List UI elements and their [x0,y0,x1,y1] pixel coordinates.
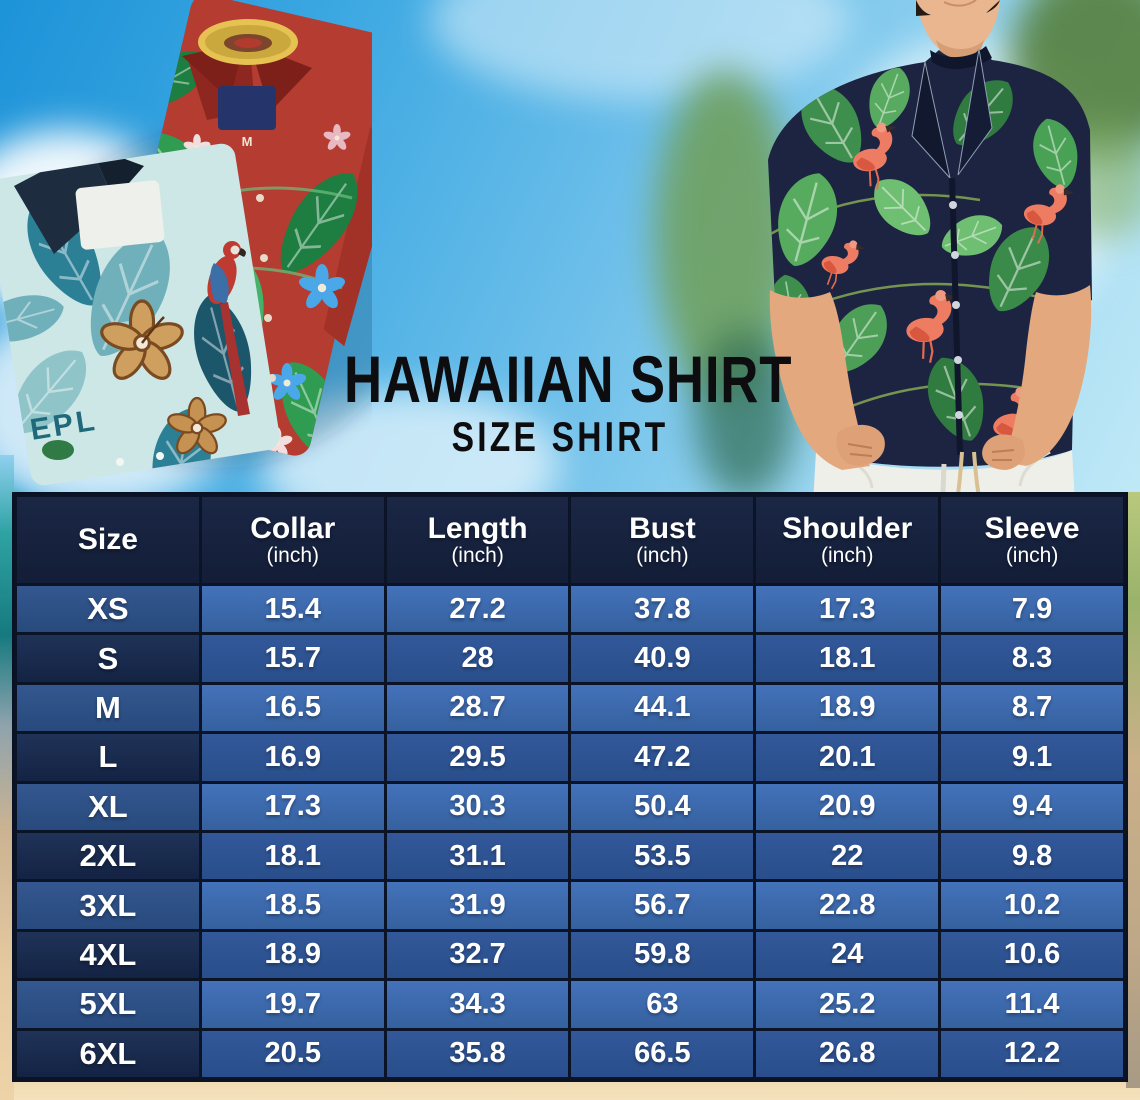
value-cell: 17.3 [201,783,384,830]
value-cell: 47.2 [571,734,754,781]
column-label: Shoulder [782,511,913,545]
beach-edge-right [1126,492,1140,1088]
column-header-length: Length (inch) [386,497,569,583]
value-cell: 19.7 [201,981,384,1028]
column-unit: (inch) [451,544,504,568]
value-cell: 27.2 [386,586,569,633]
column-label: Length [427,511,528,545]
beach-edge-left [0,455,14,1100]
column-header-collar: Collar (inch) [201,497,384,583]
value-cell: 18.1 [756,635,939,682]
value-cell: 9.1 [941,734,1123,781]
value-cell: 8.3 [941,635,1123,682]
size-cell: 5XL [17,981,199,1028]
size-cell: S [17,635,199,682]
model-arms [769,285,1092,470]
size-cell: 2XL [17,833,199,880]
value-cell: 7.9 [941,586,1123,633]
column-label: Collar [250,511,336,545]
value-cell: 11.4 [941,981,1123,1028]
value-cell: 31.1 [386,833,569,880]
value-cell: 18.9 [756,684,939,732]
value-cell: 15.7 [201,635,384,682]
folded-shirts-photo: M [0,0,372,488]
value-cell: 32.7 [386,931,569,979]
value-cell: 24 [756,931,939,979]
model-shirt [768,46,1092,467]
value-cell: 59.8 [571,931,754,979]
value-cell: 29.5 [386,734,569,781]
size-cell: L [17,734,199,781]
value-cell: 63 [571,981,754,1028]
value-cell: 16.9 [201,734,384,781]
value-cell: 44.1 [571,684,754,732]
value-cell: 10.6 [941,931,1123,979]
value-cell: 9.4 [941,783,1123,830]
column-header-shoulder: Shoulder (inch) [756,497,939,583]
value-cell: 16.5 [201,684,384,732]
size-cell: XL [17,783,199,830]
page-title: HAWAIIAN SHIRT [344,342,793,416]
value-cell: 34.3 [386,981,569,1028]
value-cell: 20.1 [756,734,939,781]
size-cell: XS [17,586,199,633]
value-cell: 18.9 [201,931,384,979]
value-cell: 10.2 [941,882,1123,929]
collar-tag [218,86,276,130]
page-subtitle: SIZE SHIRT [451,413,669,460]
hand-in-pocket [982,434,1025,470]
value-cell: 50.4 [571,783,754,830]
value-cell: 31.9 [386,882,569,929]
value-cell: 35.8 [386,1030,569,1077]
red-shirt-collar: M [182,19,312,149]
value-cell: 30.3 [386,783,569,830]
hero-title-block: HAWAIIAN SHIRT SIZE SHIRT [290,346,830,458]
column-label: Bust [629,511,696,545]
teal-hawaiian-shirt: EPL [0,143,280,488]
column-label: Size [77,523,138,557]
value-cell: 56.7 [571,882,754,929]
value-cell: 25.2 [756,981,939,1028]
column-header-bust: Bust (inch) [571,497,754,583]
value-cell: 53.5 [571,833,754,880]
macaw-print [207,241,250,416]
value-cell: 22.8 [756,882,939,929]
column-header-sleeve: Sleeve (inch) [941,497,1123,583]
column-header-size: Size [17,497,199,583]
value-cell: 18.5 [201,882,384,929]
size-cell: 3XL [17,882,199,929]
value-cell: 12.2 [941,1030,1123,1077]
size-cell: M [17,684,199,732]
value-cell: 28 [386,635,569,682]
size-cell: 6XL [17,1030,199,1077]
column-unit: (inch) [820,544,874,568]
value-cell: 37.8 [571,586,754,633]
value-cell: 40.9 [571,635,754,682]
size-cell: 4XL [17,931,199,979]
chest-pocket [75,180,165,250]
column-label: Sleeve [984,511,1080,545]
value-cell: 15.4 [201,586,384,633]
value-cell: 28.7 [386,684,569,732]
value-cell: 9.8 [941,833,1123,880]
collar-tag-size-label: M [242,134,253,149]
value-cell: 17.3 [756,586,939,633]
column-unit: (inch) [1005,544,1059,568]
value-cell: 20.9 [756,783,939,830]
value-cell: 22 [756,833,939,880]
value-cell: 20.5 [201,1030,384,1077]
value-cell: 8.7 [941,684,1123,732]
size-table: Size Collar (inch) Length (inch) Bust (i… [12,492,1128,1082]
column-unit: (inch) [636,544,689,568]
value-cell: 18.1 [201,833,384,880]
value-cell: 26.8 [756,1030,939,1077]
column-unit: (inch) [266,544,319,568]
value-cell: 66.5 [571,1030,754,1077]
